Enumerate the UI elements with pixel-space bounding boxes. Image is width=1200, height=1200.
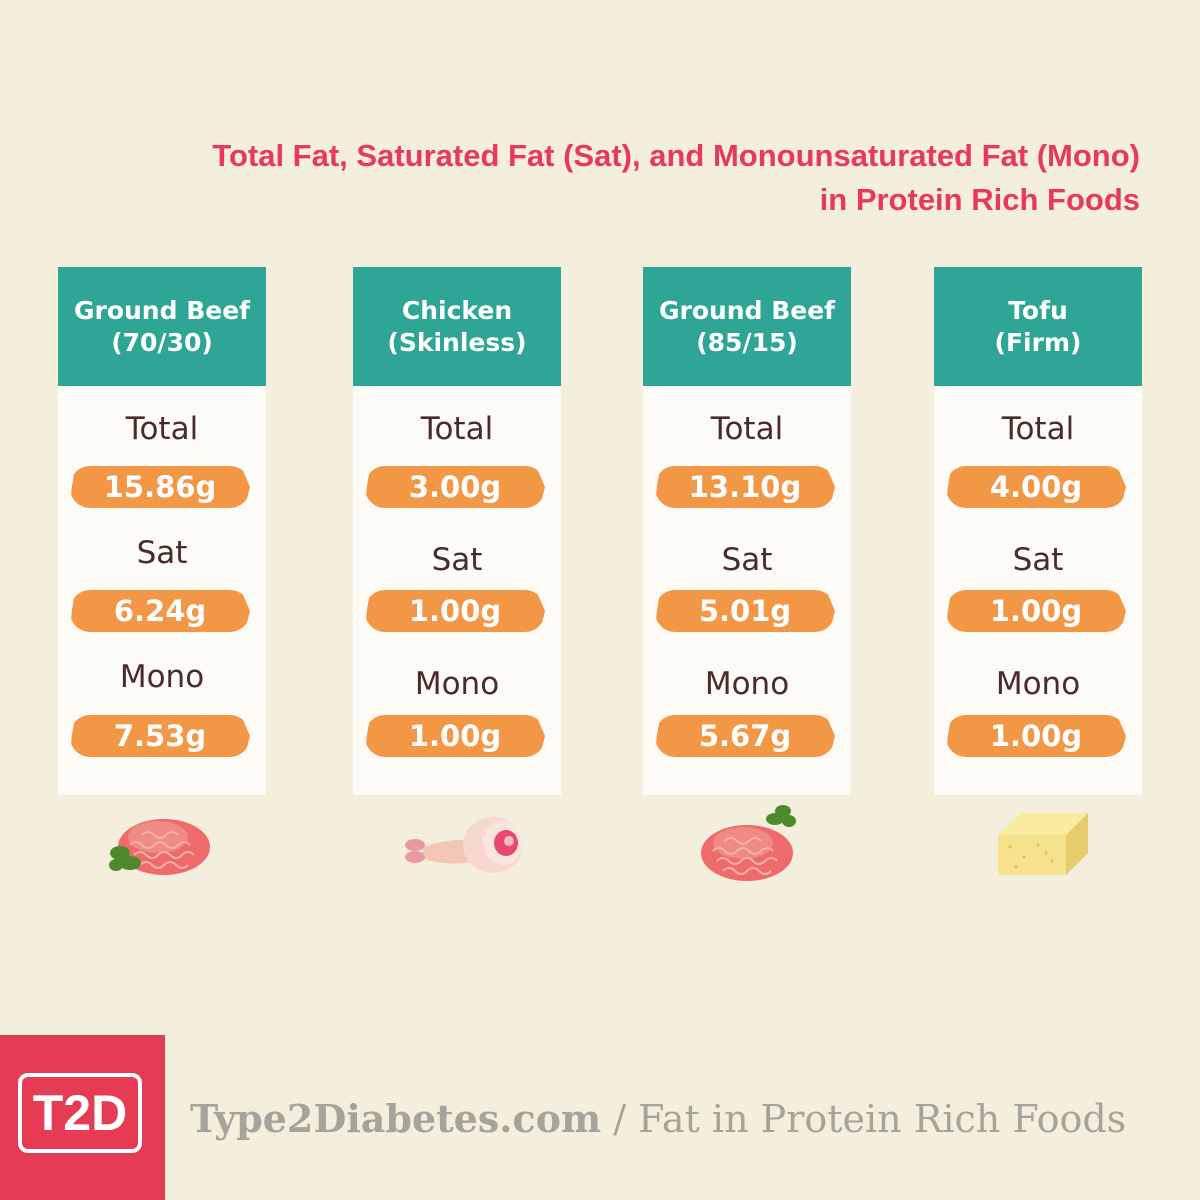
title-line-1: Total Fat, Saturated Fat (Sat), and Mono… <box>212 138 1140 173</box>
total-value: 3.00g <box>365 466 545 508</box>
mono-label: Mono <box>414 666 500 702</box>
sat-label: Sat <box>721 542 773 578</box>
page-title: Total Fat, Saturated Fat (Sat), and Mono… <box>40 134 1140 222</box>
sat-value: 1.00g <box>946 590 1126 632</box>
mono-label: Mono <box>704 666 790 702</box>
card-header: Ground Beef (85/15) <box>643 267 851 386</box>
sat-label: Sat <box>1012 542 1064 578</box>
sat-label: Sat <box>136 535 188 571</box>
card-title-line-2: (Firm) <box>994 327 1082 357</box>
card-header: Tofu (Firm) <box>934 267 1142 386</box>
mono-label: Mono <box>995 666 1081 702</box>
mono-value: 1.00g <box>365 715 545 757</box>
card-title-line-1: Chicken <box>401 295 513 325</box>
total-value: 4.00g <box>946 466 1126 508</box>
breadcrumb-separator: / <box>601 1097 639 1141</box>
card-title-line-2: (85/15) <box>696 327 798 357</box>
food-card-chicken-skinless: Chicken (Skinless) Total 3.00g Sat 1.00g… <box>353 267 561 795</box>
footer-breadcrumb: Type2Diabetes.com / Fat in Protein Rich … <box>190 1096 1126 1141</box>
ground-beef-icon <box>643 795 851 895</box>
page-name: Fat in Protein Rich Foods <box>638 1097 1127 1141</box>
card-title-line-2: (Skinless) <box>387 327 527 357</box>
tofu-icon <box>934 795 1142 895</box>
logo-text: T2D <box>32 1085 128 1141</box>
chicken-leg-icon <box>353 795 561 895</box>
total-value: 13.10g <box>655 466 835 508</box>
card-title-line-1: Ground Beef <box>73 295 251 325</box>
food-card-ground-beef-85-15: Ground Beef (85/15) Total 13.10g Sat 5.0… <box>643 267 851 795</box>
food-card-ground-beef-70-30: Ground Beef (70/30) Total 15.86g Sat 6.2… <box>58 267 266 795</box>
sat-value: 1.00g <box>365 590 545 632</box>
total-value: 15.86g <box>70 466 250 508</box>
card-title-line-1: Tofu <box>1008 295 1068 325</box>
total-label: Total <box>1001 411 1075 447</box>
card-header: Ground Beef (70/30) <box>58 267 266 386</box>
total-label: Total <box>125 411 199 447</box>
speech-bubble-icon <box>18 1073 142 1153</box>
card-header: Chicken (Skinless) <box>353 267 561 386</box>
site-link[interactable]: Type2Diabetes.com <box>190 1096 602 1141</box>
mono-value: 7.53g <box>70 715 250 757</box>
food-card-tofu-firm: Tofu (Firm) Total 4.00g Sat 1.00g Mono 1… <box>934 267 1142 795</box>
total-label: Total <box>710 411 784 447</box>
mono-value: 5.67g <box>655 715 835 757</box>
sat-label: Sat <box>431 542 483 578</box>
mono-label: Mono <box>119 659 205 695</box>
sat-value: 5.01g <box>655 590 835 632</box>
t2d-logo[interactable]: T2D <box>0 1035 165 1200</box>
sat-value: 6.24g <box>70 590 250 632</box>
title-line-2: in Protein Rich Foods <box>819 182 1140 217</box>
card-title-line-2: (70/30) <box>111 327 213 357</box>
ground-beef-icon <box>58 795 266 895</box>
mono-value: 1.00g <box>946 715 1126 757</box>
card-title-line-1: Ground Beef <box>658 295 836 325</box>
total-label: Total <box>420 411 494 447</box>
